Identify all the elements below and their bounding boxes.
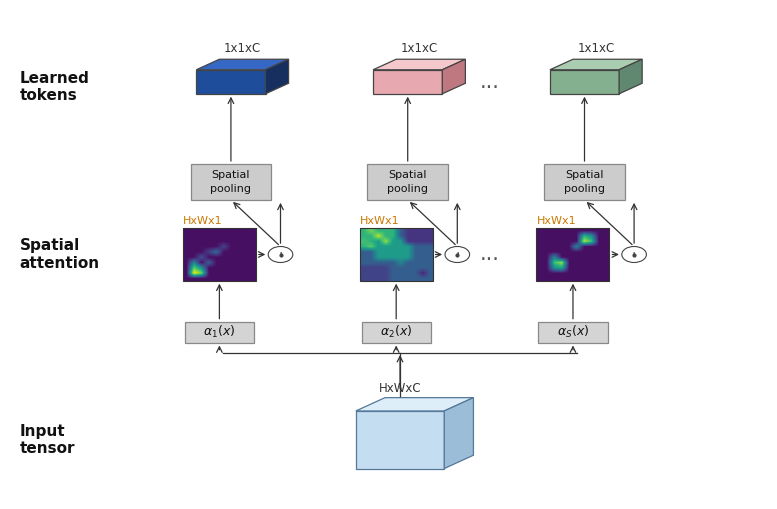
Text: Spatial
pooling: Spatial pooling [211,171,252,193]
Text: Spatial
attention: Spatial attention [19,238,99,271]
Text: 1x1xC: 1x1xC [401,42,438,55]
Text: $\alpha_2(x)$: $\alpha_2(x)$ [380,324,413,340]
FancyBboxPatch shape [185,322,254,343]
Polygon shape [373,59,465,70]
FancyBboxPatch shape [544,164,625,200]
Polygon shape [442,59,465,94]
FancyBboxPatch shape [190,164,271,200]
Text: Learned
tokens: Learned tokens [19,71,89,103]
Polygon shape [356,398,473,411]
Text: ...: ... [480,244,500,265]
Polygon shape [550,70,619,94]
Text: Spatial
pooling: Spatial pooling [564,171,605,193]
Text: ·: · [278,247,283,262]
FancyBboxPatch shape [368,164,448,200]
Text: 1x1xC: 1x1xC [224,42,261,55]
Text: Spatial
pooling: Spatial pooling [387,171,428,193]
Text: HxWxC: HxWxC [378,382,421,395]
Text: ...: ... [480,72,500,92]
Polygon shape [373,70,442,94]
FancyBboxPatch shape [538,322,608,343]
Polygon shape [356,411,444,469]
Polygon shape [197,70,266,94]
Text: HxWx1: HxWx1 [536,216,576,225]
Bar [360,228,433,281]
Polygon shape [550,59,642,70]
Polygon shape [619,59,642,94]
FancyBboxPatch shape [361,322,430,343]
Text: ·: · [632,247,636,262]
Text: $\alpha_1(x)$: $\alpha_1(x)$ [204,324,235,340]
Bar [536,228,609,281]
Polygon shape [444,398,473,469]
Text: ·: · [455,247,459,262]
Text: HxWx1: HxWx1 [360,216,399,225]
Text: $\alpha_S(x)$: $\alpha_S(x)$ [557,324,589,340]
Text: HxWx1: HxWx1 [183,216,222,225]
Bar [183,228,256,281]
Text: 1x1xC: 1x1xC [577,42,615,55]
Polygon shape [266,59,288,94]
Polygon shape [197,59,288,70]
Text: Input
tensor: Input tensor [19,423,75,456]
